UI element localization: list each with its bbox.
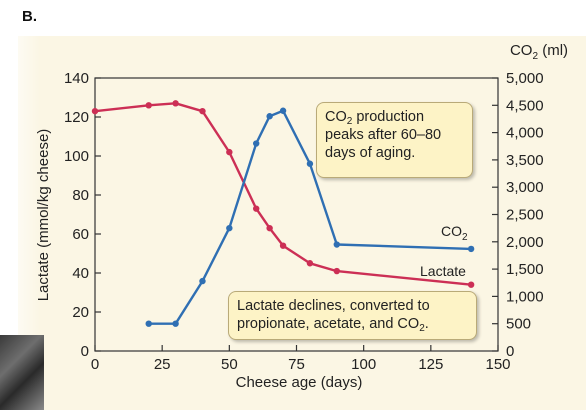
x-tick-label: 0: [91, 356, 99, 373]
co2-point: [467, 245, 475, 253]
x-tick-label: 25: [154, 356, 171, 373]
y-right-tick-label: 5,000: [506, 70, 544, 87]
co2-point: [279, 107, 287, 114]
x-tick-label: 50: [221, 356, 238, 373]
co2-peak-callout: CO2 production peaks after 60–80 days of…: [316, 102, 473, 178]
y-left-axis-title: Lactate (mmol/kg cheese): [35, 129, 52, 302]
panel-label: B.: [22, 8, 37, 25]
y-right-tick-label: 0: [506, 343, 514, 360]
lactate-point: [91, 107, 99, 115]
y-right-tick-label: 500: [506, 316, 531, 333]
co2-point: [253, 140, 260, 147]
photo-fragment: [0, 335, 44, 410]
co2-point: [226, 224, 233, 232]
x-tick-label: 125: [418, 356, 443, 373]
lactate-point: [333, 267, 340, 275]
y-left-tick-label: 100: [64, 148, 89, 165]
lactate-point: [279, 242, 287, 249]
y-left-tick-label: 120: [64, 109, 89, 126]
y-right-tick-label: 4,000: [506, 125, 544, 142]
y-left-tick-label: 0: [81, 343, 89, 360]
co2-line: [148, 109, 472, 325]
y-left-tick-label: 20: [72, 304, 89, 321]
lactate-point: [199, 107, 206, 115]
y-right-tick-label: 2,500: [506, 207, 544, 224]
y-right-tick-label: 1,500: [506, 261, 544, 278]
y-right-axis-title: CO2 (ml): [510, 42, 568, 62]
lactate-point: [226, 148, 233, 156]
co2-point: [306, 160, 314, 167]
lactate-point: [467, 281, 475, 288]
y-right-tick-label: 2,000: [506, 234, 544, 251]
tick-labels: 0 25 50 75 100 125 15002040608010012014005001,…: [64, 70, 544, 373]
x-axis-title: Cheese age (days): [236, 374, 363, 391]
chart-panel: [18, 36, 586, 410]
co2-point: [199, 277, 206, 285]
co2-point: [145, 320, 152, 327]
axes: [94, 77, 499, 352]
lactate-point: [253, 205, 260, 212]
co2-point: [266, 113, 273, 120]
lactate-point: [306, 260, 314, 267]
y-left-tick-label: 40: [72, 265, 89, 282]
y-left-tick-label: 80: [72, 187, 89, 204]
x-tick-label: 100: [351, 356, 376, 373]
series-label-lactate: Lactate: [420, 263, 466, 279]
y-right-tick-label: 1,000: [506, 288, 544, 305]
x-tick-label: 75: [288, 356, 305, 373]
y-right-tick-label: 3,000: [506, 179, 544, 196]
series-points: [91, 100, 475, 327]
series-label-co2: CO2: [441, 223, 468, 243]
co2-point: [333, 241, 340, 248]
lactate-decline-callout: Lactate declines, converted to propionat…: [228, 291, 477, 340]
panel-fade: [0, 36, 40, 336]
lactate-point: [172, 100, 179, 107]
co2-point: [172, 320, 179, 327]
y-left-tick-label: 60: [72, 226, 89, 243]
lactate-point: [266, 224, 273, 232]
y-left-tick-label: 140: [64, 70, 89, 87]
y-right-tick-label: 3,500: [506, 152, 544, 169]
lactate-point: [145, 102, 152, 109]
x-tick-label: 150: [485, 356, 510, 373]
y-right-tick-label: 4,500: [506, 97, 544, 114]
